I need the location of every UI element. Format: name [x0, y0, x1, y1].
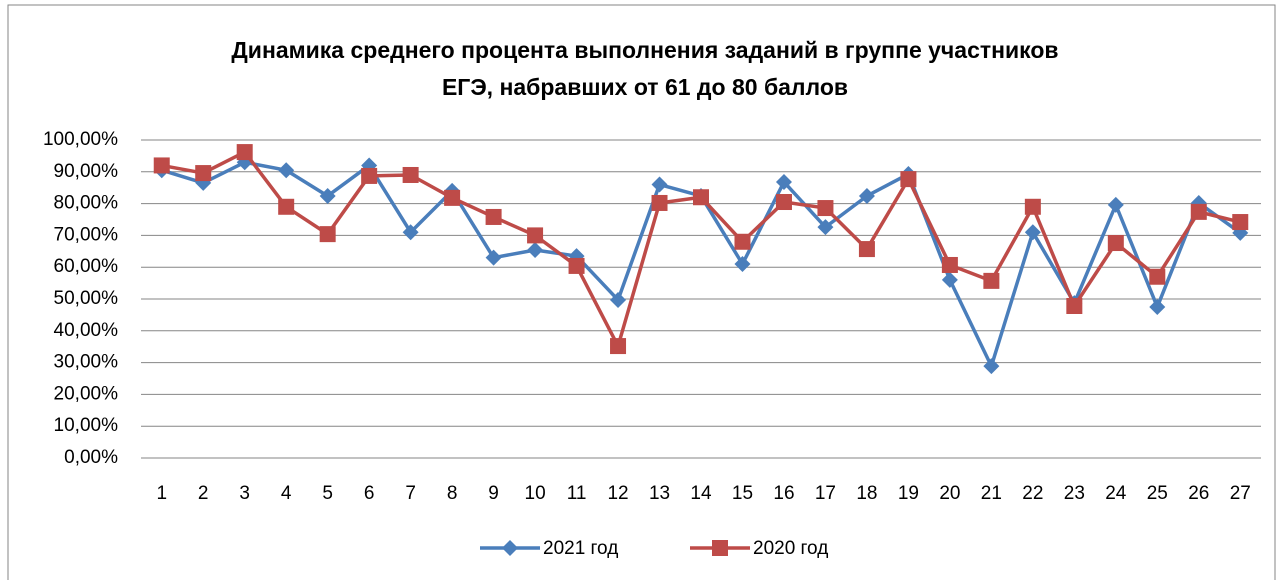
y-tick-label: 70,00%: [54, 224, 119, 245]
marker: [900, 171, 917, 188]
x-tick-label: 9: [488, 483, 499, 504]
marker: [817, 219, 834, 236]
marker: [1024, 224, 1041, 241]
x-tick-label: 19: [898, 483, 919, 504]
y-tick-label: 50,00%: [54, 288, 119, 309]
x-tick-label: 7: [405, 483, 416, 504]
chart-frame: [7, 4, 1276, 580]
y-tick-label: 0,00%: [64, 447, 118, 468]
marker: [278, 162, 295, 179]
marker: [858, 187, 875, 204]
marker: [195, 165, 212, 182]
x-tick-label: 23: [1064, 483, 1085, 504]
chart-subtitle: ЕГЭ, набравших от 61 до 80 баллов: [442, 74, 848, 100]
y-tick-label: 10,00%: [54, 415, 119, 436]
marker: [734, 256, 751, 273]
marker: [712, 540, 728, 556]
marker: [775, 194, 792, 211]
x-tick-label: 26: [1188, 483, 1209, 504]
y-tick-label: 30,00%: [54, 352, 119, 373]
marker: [485, 249, 502, 266]
marker: [361, 167, 378, 184]
y-tick-label: 20,00%: [54, 383, 119, 404]
x-tick-label: 11: [567, 483, 587, 504]
x-tick-label: 1: [156, 483, 167, 504]
marker: [319, 226, 336, 243]
x-tick-label: 27: [1230, 483, 1251, 504]
marker: [502, 540, 518, 556]
marker: [941, 256, 958, 273]
legend-label: 2020 год: [753, 538, 828, 559]
marker: [1107, 196, 1124, 213]
x-tick-label: 8: [447, 483, 458, 504]
marker: [817, 200, 834, 217]
marker: [983, 358, 1000, 375]
marker: [1149, 268, 1166, 285]
marker: [610, 291, 627, 308]
marker: [527, 227, 544, 244]
x-tick-label: 14: [690, 483, 712, 504]
x-tick-label: 17: [815, 483, 836, 504]
x-tick-label: 2: [198, 483, 209, 504]
marker: [278, 198, 295, 215]
x-tick-label: 5: [322, 483, 333, 504]
y-tick-label: 40,00%: [54, 320, 119, 341]
x-tick-label: 24: [1105, 483, 1127, 504]
marker: [568, 257, 585, 274]
marker: [775, 173, 792, 190]
marker: [983, 272, 1000, 289]
marker: [1190, 203, 1207, 220]
x-tick-label: 12: [607, 483, 628, 504]
x-tick-label: 25: [1147, 483, 1168, 504]
marker: [319, 187, 336, 204]
chart-title: Динамика среднего процента выполнения за…: [231, 37, 1058, 63]
y-tick-label: 100,00%: [43, 129, 118, 150]
x-tick-label: 15: [732, 483, 753, 504]
x-tick-label: 4: [281, 483, 292, 504]
marker: [402, 166, 419, 183]
x-tick-label: 6: [364, 483, 375, 504]
marker: [1149, 298, 1166, 315]
marker: [651, 176, 668, 193]
marker: [402, 224, 419, 241]
marker: [527, 242, 544, 259]
x-tick-label: 13: [649, 483, 670, 504]
y-tick-label: 60,00%: [54, 256, 119, 277]
y-tick-label: 90,00%: [54, 161, 119, 182]
x-tick-label: 18: [856, 483, 877, 504]
marker: [444, 189, 461, 206]
x-tick-label: 22: [1022, 483, 1043, 504]
marker: [941, 271, 958, 288]
marker: [858, 241, 875, 258]
marker: [153, 157, 170, 174]
legend-label: 2021 год: [543, 538, 618, 559]
marker: [734, 233, 751, 250]
x-tick-label: 3: [239, 483, 250, 504]
marker: [610, 338, 627, 355]
y-tick-label: 80,00%: [54, 193, 119, 214]
marker: [485, 208, 502, 225]
marker: [1024, 198, 1041, 215]
marker: [651, 194, 668, 211]
x-tick-label: 21: [981, 483, 1002, 504]
marker: [1107, 235, 1124, 252]
marker: [236, 144, 253, 161]
marker: [1066, 297, 1083, 314]
x-tick-label: 10: [525, 483, 546, 504]
marker: [693, 189, 709, 206]
x-tick-label: 16: [773, 483, 794, 504]
marker: [1232, 214, 1249, 231]
x-tick-label: 20: [939, 483, 960, 504]
